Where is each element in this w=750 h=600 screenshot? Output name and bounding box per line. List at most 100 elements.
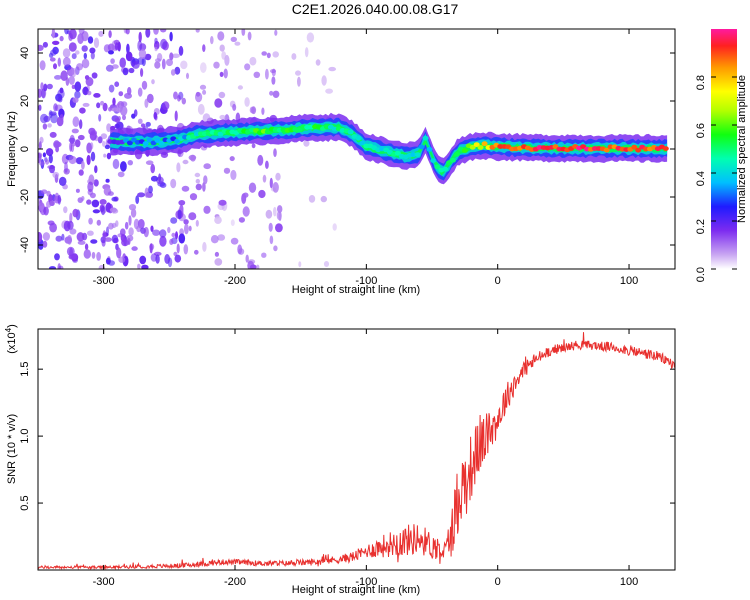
noise-speck (71, 128, 79, 134)
noise-speck (126, 235, 134, 242)
noise-speck (155, 254, 160, 264)
noise-speck (153, 112, 158, 120)
noise-speck (52, 40, 60, 46)
noise-speck (66, 246, 75, 257)
noise-speck (150, 225, 154, 232)
noise-speck (75, 188, 80, 193)
noise-speck (105, 178, 110, 183)
noise-speck (114, 117, 120, 123)
noise-speck (94, 165, 98, 174)
noise-speck (58, 176, 67, 186)
noise-speck (162, 101, 170, 111)
noise-speck (128, 227, 134, 236)
noise-speck (166, 58, 173, 67)
noise-speck (151, 79, 155, 85)
noise-speck (203, 175, 208, 185)
noise-speck (86, 154, 91, 166)
noise-speck (112, 209, 116, 214)
noise-speck (42, 123, 48, 130)
noise-speck (112, 97, 116, 106)
noise-speck (262, 174, 267, 183)
noise-speck (154, 61, 161, 69)
noise-speck (251, 143, 256, 149)
noise-speck (170, 217, 178, 224)
noise-speck (116, 247, 122, 259)
x-tick-label: 100 (620, 275, 638, 287)
noise-speck (153, 29, 159, 35)
noise-speck (169, 238, 174, 245)
noise-speck (138, 48, 147, 60)
ridge-point (635, 147, 642, 153)
noise-speck (38, 232, 43, 243)
noise-speck (297, 76, 301, 87)
noise-speck (114, 81, 120, 87)
noise-speck (49, 131, 57, 138)
colorbar-tick-label: 0.2 (695, 219, 707, 234)
noise-speck (197, 103, 205, 115)
noise-speck (133, 109, 138, 117)
x-tick-label: 0 (495, 576, 501, 588)
noise-speck (274, 29, 278, 36)
noise-speck (53, 63, 57, 70)
noise-speck (63, 206, 68, 214)
noise-speck (214, 258, 223, 266)
spectrogram-heatmap (38, 29, 669, 269)
noise-speck (143, 226, 149, 238)
noise-speck (120, 101, 128, 107)
noise-speck (42, 232, 51, 241)
noise-speck (96, 251, 101, 261)
noise-speck (46, 83, 53, 90)
noise-speck (308, 195, 316, 203)
noise-speck (124, 221, 129, 230)
ridge-point (450, 157, 456, 163)
noise-speck (93, 179, 99, 187)
noise-speck (49, 57, 56, 62)
noise-speck (178, 45, 184, 56)
noise-speck (249, 264, 257, 269)
snr-background (38, 329, 675, 570)
noise-speck (119, 57, 126, 69)
noise-speck (177, 209, 182, 220)
noise-speck (219, 71, 224, 77)
noise-speck (84, 243, 89, 251)
noise-speck (77, 33, 84, 45)
noise-speck (203, 163, 211, 170)
noise-speck (315, 59, 321, 66)
noise-speck (144, 187, 149, 198)
ridge-point (296, 127, 303, 133)
noise-speck (181, 97, 186, 105)
noise-speck (325, 88, 333, 94)
noise-speck (131, 61, 140, 69)
noise-speck (120, 234, 126, 243)
noise-speck (43, 206, 49, 216)
ridge-point (662, 146, 669, 152)
noise-speck (77, 240, 86, 245)
noise-speck (173, 91, 178, 100)
noise-speck (175, 231, 178, 240)
noise-speck (266, 52, 271, 59)
noise-speck (174, 110, 178, 122)
noise-speck (75, 50, 80, 55)
noise-speck (272, 90, 280, 99)
noise-speck (49, 200, 55, 206)
noise-speck (219, 114, 226, 120)
noise-speck (169, 31, 173, 42)
noise-speck (49, 222, 57, 233)
noise-speck (139, 255, 147, 265)
noise-speck (122, 114, 126, 121)
noise-speck (68, 75, 75, 85)
noise-speck (40, 113, 48, 124)
noise-speck (160, 38, 168, 50)
noise-speck (79, 119, 83, 130)
noise-speck (84, 75, 90, 80)
page-title: C2E1.2026.040.00.08.G17 (291, 1, 459, 17)
noise-speck (234, 41, 241, 46)
noise-speck (83, 249, 92, 259)
noise-speck (202, 241, 207, 252)
noise-speck (72, 116, 80, 127)
noise-speck (217, 234, 226, 241)
ridge-point (158, 140, 165, 146)
noise-speck (257, 154, 264, 166)
noise-speck (210, 36, 214, 45)
noise-speck (295, 70, 301, 76)
